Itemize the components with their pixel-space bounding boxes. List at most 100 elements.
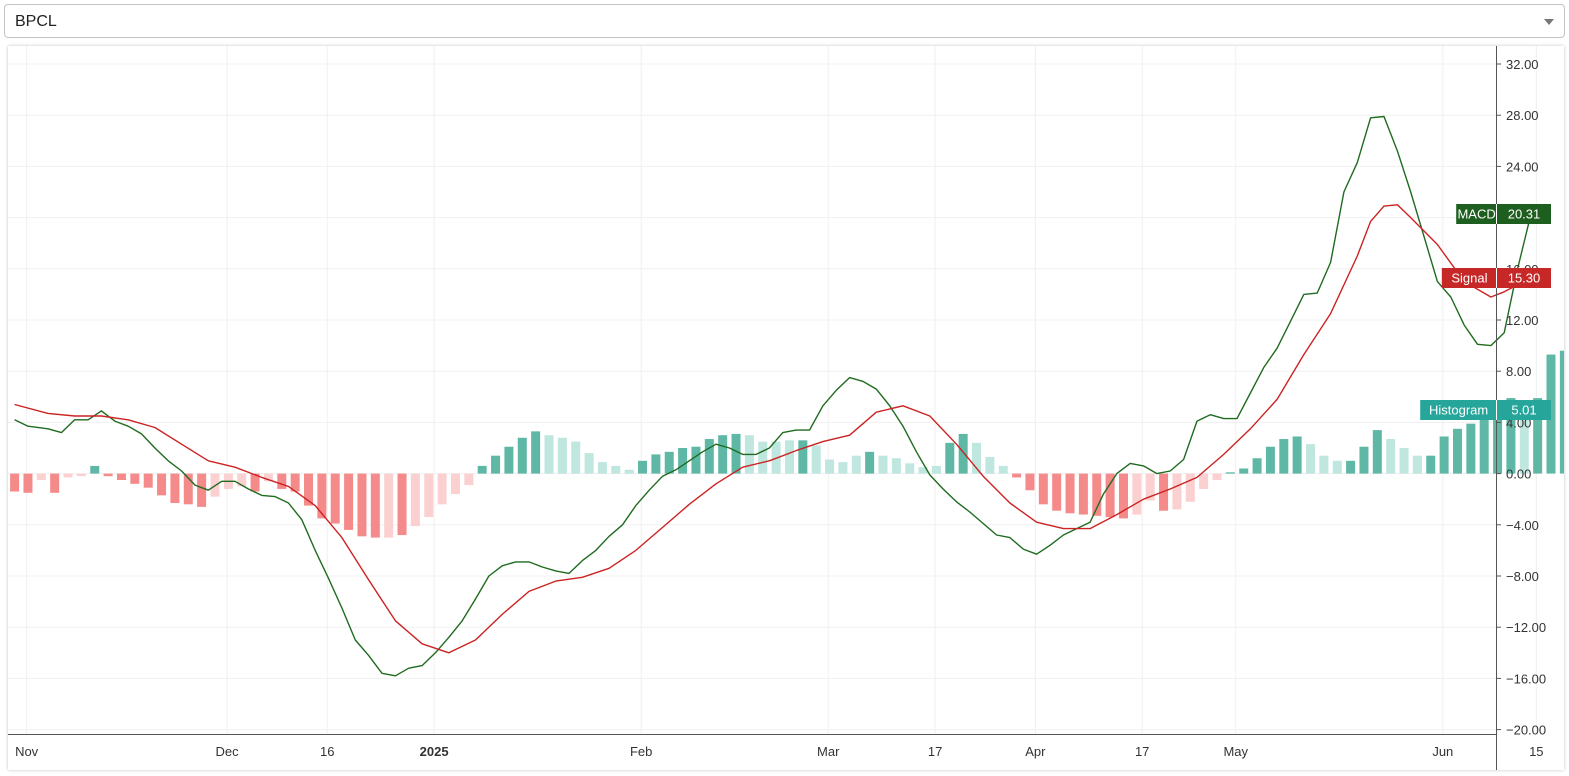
histogram-bar — [370, 473, 380, 538]
histogram-bar — [1105, 473, 1115, 518]
histogram-bar — [691, 446, 701, 474]
histogram-bar — [157, 473, 167, 496]
histogram-bar — [50, 473, 60, 493]
histogram-bar — [1065, 473, 1075, 514]
histogram-bar — [1239, 468, 1249, 474]
histogram-bar — [1319, 455, 1329, 474]
histogram-bar — [851, 455, 861, 474]
histogram-bar — [23, 473, 33, 493]
histogram-bar — [1052, 473, 1062, 511]
x-tick-label: Nov — [15, 744, 39, 759]
histogram-bar — [170, 473, 180, 504]
histogram-bar — [317, 473, 327, 519]
y-tick-label: 8.00 — [1506, 364, 1531, 379]
histogram-bar — [678, 448, 688, 474]
histogram-bar — [143, 473, 153, 488]
histogram-bar — [1292, 436, 1302, 474]
histogram-bar — [263, 473, 273, 482]
histogram-bar — [1519, 412, 1529, 474]
histogram-layer — [10, 350, 1564, 538]
histogram-bar — [130, 473, 140, 484]
y-tick-label: −8.00 — [1506, 569, 1539, 584]
histogram-bar — [517, 437, 527, 474]
histogram-bar — [1493, 405, 1503, 474]
histogram-bar — [972, 442, 982, 474]
histogram-bar — [624, 469, 634, 474]
histogram-bar — [597, 462, 607, 474]
histogram-bar — [638, 460, 648, 474]
histogram-bar — [90, 465, 100, 474]
histogram-bar — [1199, 473, 1209, 489]
histogram-bar — [1359, 446, 1369, 474]
macd-tag-label-bg — [1456, 204, 1497, 224]
histogram-bar — [1265, 446, 1275, 474]
signal-tag-label: Signal — [1451, 271, 1487, 286]
histogram-bar — [103, 473, 113, 477]
histogram-bar — [250, 473, 260, 492]
y-tick-label: 12.00 — [1506, 313, 1539, 328]
histogram-bar — [945, 442, 955, 474]
histogram-bar — [410, 473, 420, 527]
histogram-bar — [784, 440, 794, 474]
line-layer — [14, 115, 1532, 677]
histogram-bar — [1092, 473, 1102, 516]
histogram-bar — [651, 454, 661, 474]
x-tick-label: 2025 — [420, 744, 449, 759]
histogram-bar — [437, 473, 447, 505]
x-tick-label: Jun — [1432, 744, 1453, 759]
histogram-bar — [664, 451, 674, 474]
histogram-bar — [116, 473, 126, 480]
signal-tag-value: 15.30 — [1508, 271, 1541, 286]
x-tick-label: Apr — [1025, 744, 1046, 759]
histogram-bar — [36, 473, 46, 480]
histogram-bar — [357, 473, 367, 537]
histogram-bar — [464, 473, 474, 486]
histogram-bar — [1306, 444, 1316, 474]
histogram-bar — [1078, 473, 1088, 515]
chevron-down-icon[interactable] — [1544, 19, 1554, 25]
macd-chart[interactable]: 32.0028.0024.0016.0012.008.004.000.00−4.… — [8, 46, 1564, 770]
histogram-bar — [1025, 473, 1035, 491]
histogram-bar — [424, 473, 434, 518]
histogram-bar — [557, 437, 567, 474]
signal-tag-value-bg — [1497, 268, 1551, 288]
histogram-bar — [1412, 455, 1422, 474]
histogram-bar — [1372, 430, 1382, 474]
histogram-bar — [798, 440, 808, 474]
hist-tag-label-bg — [1420, 400, 1497, 420]
histogram-bar — [10, 473, 20, 492]
histogram-bar — [838, 462, 848, 474]
y-tick-label: −4.00 — [1506, 518, 1539, 533]
histogram-bar — [1185, 473, 1195, 502]
symbol-select[interactable]: BPCL — [4, 4, 1565, 38]
histogram-bar — [1145, 473, 1155, 501]
hist-tag-value: 5.01 — [1511, 403, 1536, 418]
grid-layer — [8, 46, 1537, 734]
histogram-bar — [1533, 398, 1543, 474]
chart-card: 32.0028.0024.0016.0012.008.004.000.00−4.… — [8, 46, 1564, 770]
histogram-bar — [477, 465, 487, 474]
histogram-bar — [1332, 460, 1342, 474]
histogram-bar — [504, 446, 514, 474]
histogram-bar — [237, 473, 247, 487]
histogram-bar — [1279, 439, 1289, 474]
x-tick-label: Feb — [630, 744, 652, 759]
y-tick-label: 24.00 — [1506, 159, 1539, 174]
histogram-bar — [731, 433, 741, 474]
signal-tag-label-bg — [1441, 268, 1497, 288]
macd-tag-value: 20.31 — [1508, 207, 1541, 222]
histogram-bar — [1506, 398, 1516, 474]
x-tick-label: May — [1223, 744, 1248, 759]
symbol-select-value: BPCL — [15, 13, 57, 30]
histogram-bar — [1132, 473, 1142, 515]
histogram-bar — [758, 441, 768, 474]
histogram-bar — [450, 473, 460, 495]
hist-tag-label: Histogram — [1429, 403, 1488, 418]
histogram-bar — [1426, 455, 1436, 474]
histogram-bar — [931, 465, 941, 474]
histogram-bar — [571, 441, 581, 474]
histogram-bar — [1466, 423, 1476, 474]
macd-tag: MACD 20.31 — [1456, 204, 1551, 224]
histogram-bar — [1439, 436, 1449, 474]
histogram-bar — [891, 458, 901, 474]
